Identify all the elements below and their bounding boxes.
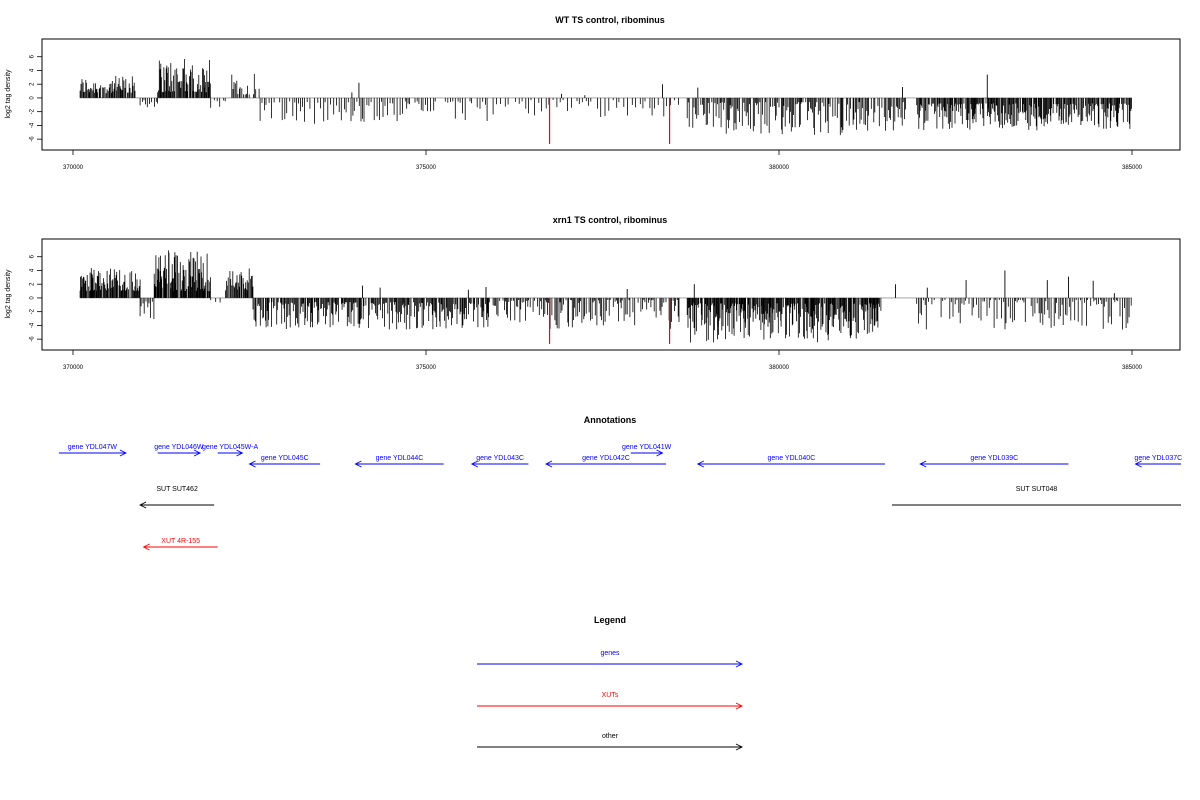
gene-feature[interactable]: gene YDL037C bbox=[1134, 455, 1182, 468]
panel-xrn1-x-axis: 370000 375000 380000 385000 bbox=[63, 350, 1143, 371]
panel-xrn1-bars bbox=[79, 250, 1132, 344]
arrow-left-icon bbox=[354, 460, 362, 468]
arrow-left-icon bbox=[248, 460, 256, 468]
x-tick-label: 370000 bbox=[63, 365, 84, 371]
gene-feature[interactable]: gene YDL041W bbox=[622, 444, 672, 457]
legend-title: Legend bbox=[594, 615, 626, 625]
arrow-right-icon bbox=[735, 702, 744, 710]
gene-label: gene YDL037C bbox=[1134, 455, 1182, 462]
gene-feature[interactable]: gene YDL039C bbox=[919, 455, 1069, 468]
gene-label: gene YDL047W bbox=[68, 444, 118, 451]
y-tick-label: -6 bbox=[30, 336, 36, 342]
panel-wt-y-axis: 6 4 2 0 -2 -4 -6 bbox=[30, 54, 42, 142]
y-tick-label: 2 bbox=[30, 82, 36, 86]
legend-label: genes bbox=[600, 650, 620, 657]
panel-wt-title: WT TS control, ribominus bbox=[555, 15, 665, 25]
arrow-right-icon bbox=[656, 449, 664, 457]
arrow-right-icon bbox=[735, 743, 744, 751]
arrow-left-icon bbox=[1134, 460, 1142, 468]
y-tick-label: 0 bbox=[30, 296, 36, 300]
sut-feature[interactable]: SUT SUT048 bbox=[891, 486, 1181, 506]
y-tick-label: 6 bbox=[30, 254, 36, 258]
xut-feature[interactable]: XUT 4R-155 bbox=[142, 538, 218, 551]
gene-feature[interactable]: gene YDL040C bbox=[696, 455, 885, 468]
y-tick-label: 2 bbox=[30, 282, 36, 286]
y-tick-label: -2 bbox=[30, 308, 36, 314]
arrow-left-icon bbox=[919, 460, 927, 468]
legend-panel: Legend genes XUTs other bbox=[477, 615, 744, 751]
arrow-left-icon bbox=[139, 501, 147, 509]
arrow-right-icon bbox=[193, 449, 202, 457]
arrow-right-icon bbox=[735, 660, 744, 668]
panel-xrn1-title: xrn1 TS control, ribominus bbox=[553, 215, 668, 225]
x-tick-label: 385000 bbox=[1122, 365, 1143, 371]
y-tick-label: 4 bbox=[30, 68, 36, 72]
gene-feature[interactable]: gene YDL045C bbox=[248, 455, 321, 468]
y-tick-label: -4 bbox=[30, 122, 36, 128]
panel-xrn1-frame bbox=[41, 238, 1181, 351]
y-tick-label: -4 bbox=[30, 322, 36, 328]
gene-feature[interactable]: gene YDL044C bbox=[354, 455, 444, 468]
gene-label: gene YDL046W bbox=[154, 444, 204, 451]
legend-items: genes XUTs other bbox=[477, 650, 744, 751]
gene-feature[interactable]: gene YDL042C bbox=[545, 455, 667, 468]
panel-wt-bars bbox=[79, 59, 1132, 144]
arrow-left-icon bbox=[696, 460, 705, 468]
gene-feature[interactable]: gene YDL043C bbox=[470, 455, 529, 468]
legend-item: genes bbox=[477, 650, 744, 668]
y-tick-label: -2 bbox=[30, 108, 36, 114]
gene-label: gene YDL045W-A bbox=[202, 444, 258, 451]
x-tick-label: 370000 bbox=[63, 165, 84, 171]
arrow-right-icon bbox=[236, 449, 244, 457]
y-tick-label: 4 bbox=[30, 268, 36, 272]
x-tick-label: 375000 bbox=[416, 365, 437, 371]
panel-xrn1: xrn1 TS control, ribominus log2 tag dens… bbox=[5, 215, 1181, 371]
y-tick-label: 0 bbox=[30, 96, 36, 100]
arrow-left-icon bbox=[545, 460, 553, 468]
gene-label: gene YDL045C bbox=[261, 455, 309, 462]
gene-feature[interactable]: gene YDL047W bbox=[58, 444, 127, 457]
gene-feature[interactable]: gene YDL046W bbox=[154, 444, 204, 457]
gene-label: gene YDL040C bbox=[768, 455, 816, 462]
panel-xrn1-y-axis: 6 4 2 0 -2 -4 -6 bbox=[30, 254, 42, 342]
sut-label: SUT SUT048 bbox=[1016, 486, 1058, 493]
gene-label: gene YDL039C bbox=[970, 455, 1018, 462]
legend-item: XUTs bbox=[477, 692, 744, 710]
panel-wt-ylabel: log2 tag density bbox=[5, 69, 12, 119]
arrow-right-icon bbox=[119, 449, 127, 457]
legend-label: other bbox=[602, 733, 619, 740]
annotations-panel: Annotations gene YDL047W gene YDL046Wgene… bbox=[58, 415, 1182, 551]
legend-label: XUTs bbox=[602, 692, 619, 699]
x-tick-label: 385000 bbox=[1122, 165, 1143, 171]
gene-label: gene YDL041W bbox=[622, 444, 672, 451]
x-tick-label: 380000 bbox=[769, 365, 790, 371]
xut-label: XUT 4R-155 bbox=[161, 538, 200, 545]
x-tick-label: 375000 bbox=[416, 165, 437, 171]
panel-wt-x-axis: 370000 375000 380000 385000 bbox=[63, 150, 1143, 171]
panel-wt: WT TS control, ribominus log2 tag densit… bbox=[5, 15, 1181, 171]
panel-wt-frame bbox=[41, 38, 1181, 151]
gene-label: gene YDL042C bbox=[582, 455, 630, 462]
y-tick-label: 6 bbox=[30, 54, 36, 58]
gene-feature[interactable]: gene YDL045W-A bbox=[202, 444, 259, 457]
sut-label: SUT SUT462 bbox=[156, 486, 198, 493]
y-tick-label: -6 bbox=[30, 136, 36, 142]
legend-item: other bbox=[477, 733, 744, 751]
panel-xrn1-ylabel: log2 tag density bbox=[5, 269, 12, 319]
x-tick-label: 380000 bbox=[769, 165, 790, 171]
arrow-left-icon bbox=[470, 460, 479, 468]
gene-label: gene YDL043C bbox=[476, 455, 524, 462]
arrow-left-icon bbox=[142, 543, 150, 551]
sut-feature[interactable]: SUT SUT462 bbox=[139, 486, 215, 509]
annotations-title: Annotations bbox=[584, 415, 637, 425]
gene-label: gene YDL044C bbox=[376, 455, 424, 462]
